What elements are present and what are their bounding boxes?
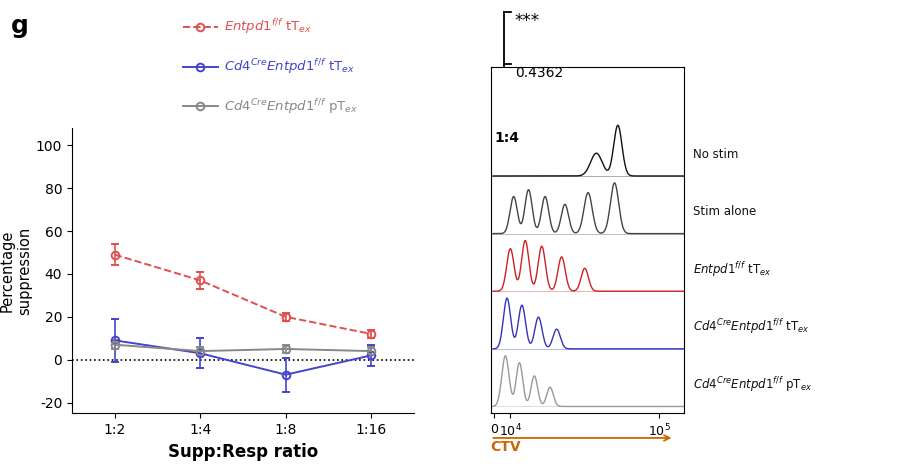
Text: $\it{Cd4}^{Cre}\it{Entpd1}^{f/f}$ pT$_{ex}$: $\it{Cd4}^{Cre}\it{Entpd1}^{f/f}$ pT$_{e… [693,375,812,394]
Text: Stim alone: Stim alone [693,205,756,218]
Text: 1:4: 1:4 [495,131,519,145]
Text: No stim: No stim [693,148,738,161]
Text: $\it{Cd4}^{Cre}\it{Entpd1}^{f/f}$ tT$_{ex}$: $\it{Cd4}^{Cre}\it{Entpd1}^{f/f}$ tT$_{e… [224,57,355,76]
Text: g: g [11,14,29,38]
Text: 0.4362: 0.4362 [515,66,563,79]
Text: $\it{Entpd1}^{f/f}$ tT$_{ex}$: $\it{Entpd1}^{f/f}$ tT$_{ex}$ [693,260,771,279]
Text: CTV: CTV [491,440,521,454]
Text: $\it{Cd4}^{Cre}\it{Entpd1}^{f/f}$ pT$_{ex}$: $\it{Cd4}^{Cre}\it{Entpd1}^{f/f}$ pT$_{e… [224,97,358,116]
Y-axis label: Percentage
suppression: Percentage suppression [0,227,32,315]
Text: $\it{Cd4}^{Cre}\it{Entpd1}^{f/f}$ tT$_{ex}$: $\it{Cd4}^{Cre}\it{Entpd1}^{f/f}$ tT$_{e… [693,317,809,336]
Text: $\it{Entpd1}^{f/f}$ tT$_{ex}$: $\it{Entpd1}^{f/f}$ tT$_{ex}$ [224,17,312,36]
X-axis label: Supp:Resp ratio: Supp:Resp ratio [168,443,318,461]
Text: ***: *** [515,12,540,30]
